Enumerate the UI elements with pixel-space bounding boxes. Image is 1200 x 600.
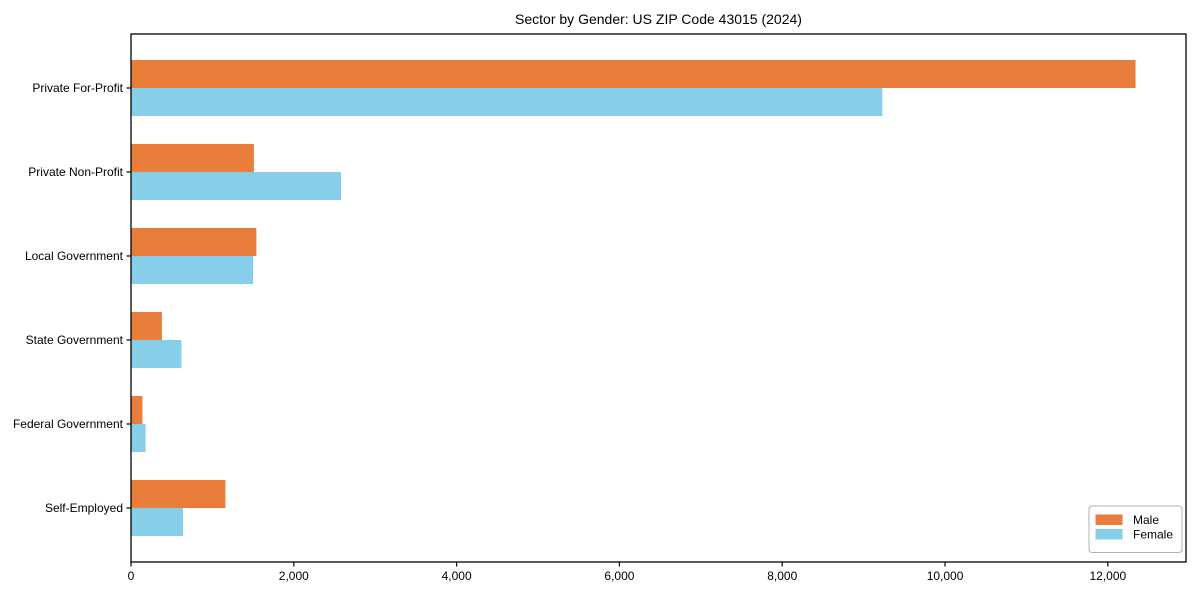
legend-swatch-male	[1095, 514, 1123, 525]
bar-female-state-government	[131, 340, 182, 368]
bar-female-private-for-profit	[131, 88, 883, 116]
y-tick-label-private-for-profit: Private For-Profit	[32, 81, 123, 95]
x-tick-label-2-000: 2,000	[279, 569, 309, 583]
bar-male-state-government	[131, 312, 162, 340]
y-tick-label-private-non-profit: Private Non-Profit	[28, 165, 123, 179]
x-tick-label-0: 0	[128, 569, 135, 583]
y-tick-label-self-employed: Self-Employed	[45, 501, 123, 515]
bar-male-private-non-profit	[131, 144, 254, 172]
x-tick-label-10-000: 10,000	[927, 569, 964, 583]
x-tick-label-4-000: 4,000	[442, 569, 472, 583]
plot-border	[130, 33, 1187, 563]
y-tick-label-state-government: State Government	[26, 333, 124, 347]
bar-male-local-government	[131, 228, 257, 256]
bar-female-self-employed	[131, 508, 184, 536]
x-tick-label-6-000: 6,000	[604, 569, 634, 583]
legend-label-male: Male	[1133, 513, 1159, 527]
bar-female-federal-government	[131, 424, 146, 452]
legend-swatch-female	[1095, 529, 1123, 540]
x-tick-label-8-000: 8,000	[767, 569, 797, 583]
y-tick-label-federal-government: Federal Government	[13, 417, 124, 431]
bar-female-local-government	[131, 256, 254, 284]
y-tick-label-local-government: Local Government	[25, 249, 124, 263]
bar-female-private-non-profit	[131, 172, 342, 200]
bar-male-federal-government	[131, 396, 143, 424]
bar-male-private-for-profit	[131, 60, 1136, 88]
bar-male-self-employed	[131, 480, 226, 508]
chart-title: Sector by Gender: US ZIP Code 43015 (202…	[515, 11, 802, 27]
legend-label-female: Female	[1133, 528, 1173, 542]
x-tick-label-12-000: 12,000	[1090, 569, 1127, 583]
